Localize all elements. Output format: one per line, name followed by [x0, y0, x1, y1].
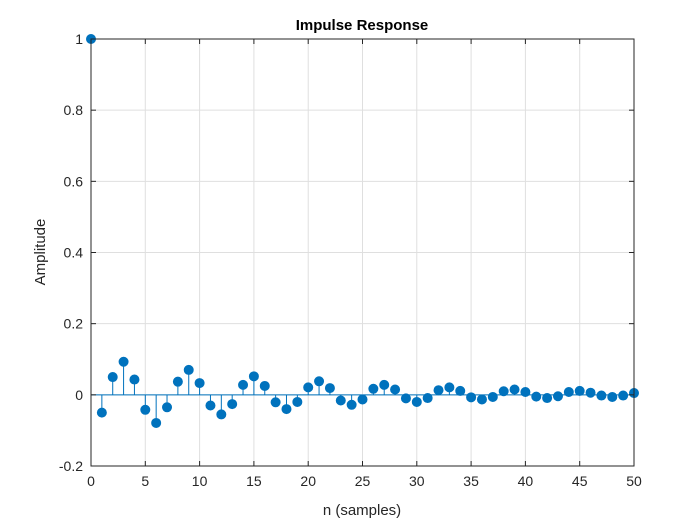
- stem-marker: [238, 379, 249, 390]
- chart-title: Impulse Response: [296, 17, 429, 34]
- stem-marker: [335, 395, 346, 406]
- stem-marker: [542, 393, 553, 404]
- stem-marker: [520, 386, 531, 397]
- stem-marker: [129, 374, 140, 385]
- y-tick-label: 0: [75, 387, 83, 403]
- x-tick-label: 35: [463, 473, 479, 489]
- stem-marker: [194, 378, 205, 389]
- stem-marker: [205, 400, 216, 411]
- stem-marker: [292, 396, 303, 407]
- stem-marker: [563, 386, 574, 397]
- x-tick-label: 10: [192, 473, 208, 489]
- stem-marker: [368, 383, 379, 394]
- y-tick-label: 1: [75, 31, 83, 47]
- y-axis: -0.2 0 0.2 0.4 0.6 0.8 1: [59, 31, 634, 474]
- stem-marker: [151, 417, 162, 428]
- x-tick-label: 30: [409, 473, 425, 489]
- y-tick-label: 0.4: [64, 245, 84, 261]
- x-tick-label: 50: [626, 473, 642, 489]
- x-axis-label: n (samples): [323, 502, 401, 519]
- stem-marker: [574, 385, 585, 396]
- stem-marker: [216, 409, 227, 420]
- stem-marker: [162, 402, 173, 413]
- stem-marker: [248, 371, 259, 382]
- stem-marker: [107, 372, 118, 383]
- stem-marker: [411, 396, 422, 407]
- stem-marker: [140, 404, 151, 415]
- stem-marker: [531, 391, 542, 402]
- stem-marker: [607, 391, 618, 402]
- x-tick-label: 20: [300, 473, 316, 489]
- stem-marker: [259, 380, 270, 391]
- stem-marker: [422, 393, 433, 404]
- stem-marker: [379, 379, 390, 390]
- y-axis-label: Amplitude: [32, 219, 49, 286]
- stem-marker: [585, 387, 596, 398]
- stem-marker: [281, 404, 292, 415]
- y-tick-label: 0.2: [64, 316, 84, 332]
- stem-marker: [183, 364, 194, 375]
- stem-marker: [618, 390, 629, 401]
- stem-marker: [270, 397, 281, 408]
- x-tick-label: 25: [355, 473, 371, 489]
- stem-marker: [433, 385, 444, 396]
- y-tick-label: -0.2: [59, 458, 83, 474]
- stem-marker: [400, 393, 411, 404]
- stem-marker: [303, 382, 314, 393]
- stem-marker: [357, 394, 368, 405]
- stem-marker: [96, 407, 107, 418]
- stem-marker: [346, 399, 357, 410]
- y-tick-label: 0.8: [64, 102, 84, 118]
- stem-marker: [324, 383, 335, 394]
- stem-marker: [118, 356, 129, 367]
- x-tick-label: 45: [572, 473, 588, 489]
- stem-marker: [172, 376, 183, 387]
- x-axis: 0 5 10 15 20 25 30 35 40 45 50: [87, 39, 642, 489]
- stem-marker: [476, 394, 487, 405]
- stem-marker: [596, 390, 607, 401]
- stem-marker: [455, 385, 466, 396]
- stem-marker: [390, 384, 401, 395]
- stem-marker: [552, 391, 563, 402]
- stem-marker: [498, 386, 509, 397]
- x-tick-label: 5: [141, 473, 149, 489]
- stem-marker: [466, 392, 477, 403]
- y-tick-label: 0.6: [64, 173, 84, 189]
- stem-marker: [444, 382, 455, 393]
- stem-marker: [509, 384, 520, 395]
- stem-marker: [314, 376, 325, 387]
- stem-marker: [487, 391, 498, 402]
- x-tick-label: 15: [246, 473, 262, 489]
- stem-marker: [227, 399, 238, 410]
- x-tick-label: 40: [518, 473, 534, 489]
- x-tick-label: 0: [87, 473, 95, 489]
